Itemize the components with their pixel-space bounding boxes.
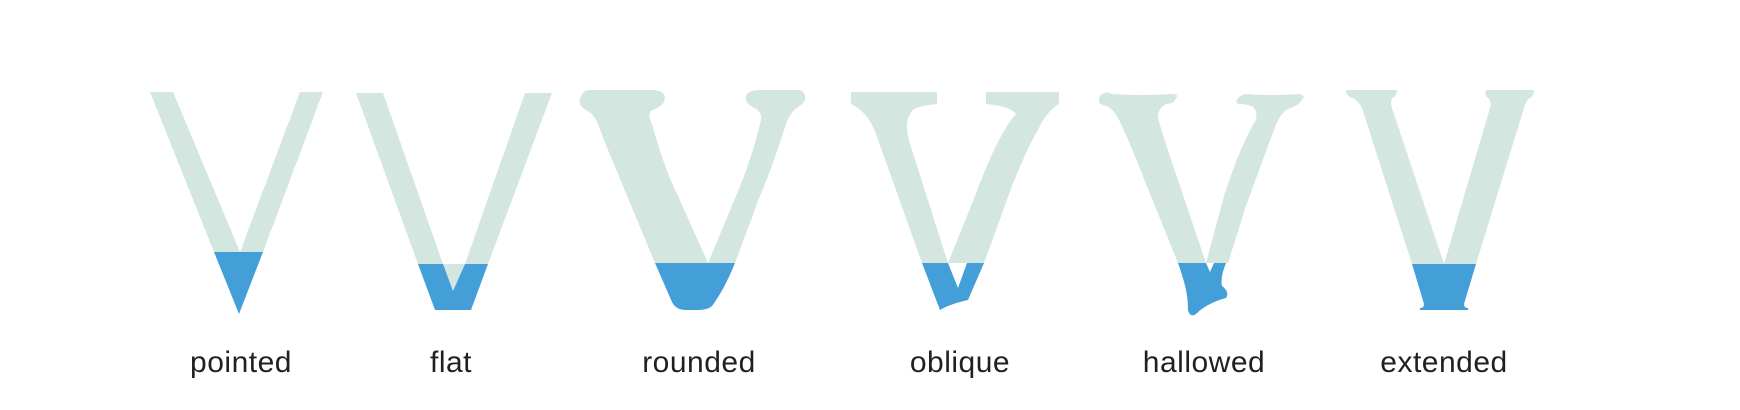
glyph-oblique-body [851,92,1059,263]
glyph-rounded: rounded [579,90,806,379]
glyph-rounded-apex [655,263,735,310]
label-hallowed: hallowed [1143,346,1265,379]
glyph-hallowed: hallowed [1098,92,1304,379]
label-pointed: pointed [190,346,292,379]
glyph-extended: extended [1346,90,1534,379]
glyph-extended-apex [1412,264,1476,310]
glyph-flat-body [356,93,552,291]
glyph-pointed-apex [214,252,263,314]
label-oblique: oblique [910,346,1010,379]
glyph-pointed: pointed [150,92,323,379]
glyph-hallowed-body [1098,92,1304,264]
label-extended: extended [1380,346,1507,379]
glyph-oblique: oblique [851,92,1059,379]
glyph-oblique-apex [922,263,984,310]
glyph-extended-body [1346,90,1534,264]
glyph-flat-apex [418,264,488,310]
label-flat: flat [430,346,472,379]
label-rounded: rounded [642,346,756,379]
glyph-rounded-body [579,90,806,263]
glyph-hallowed-apex [1178,263,1228,316]
glyph-pointed-body [150,92,323,252]
glyph-flat: flat [356,93,552,379]
